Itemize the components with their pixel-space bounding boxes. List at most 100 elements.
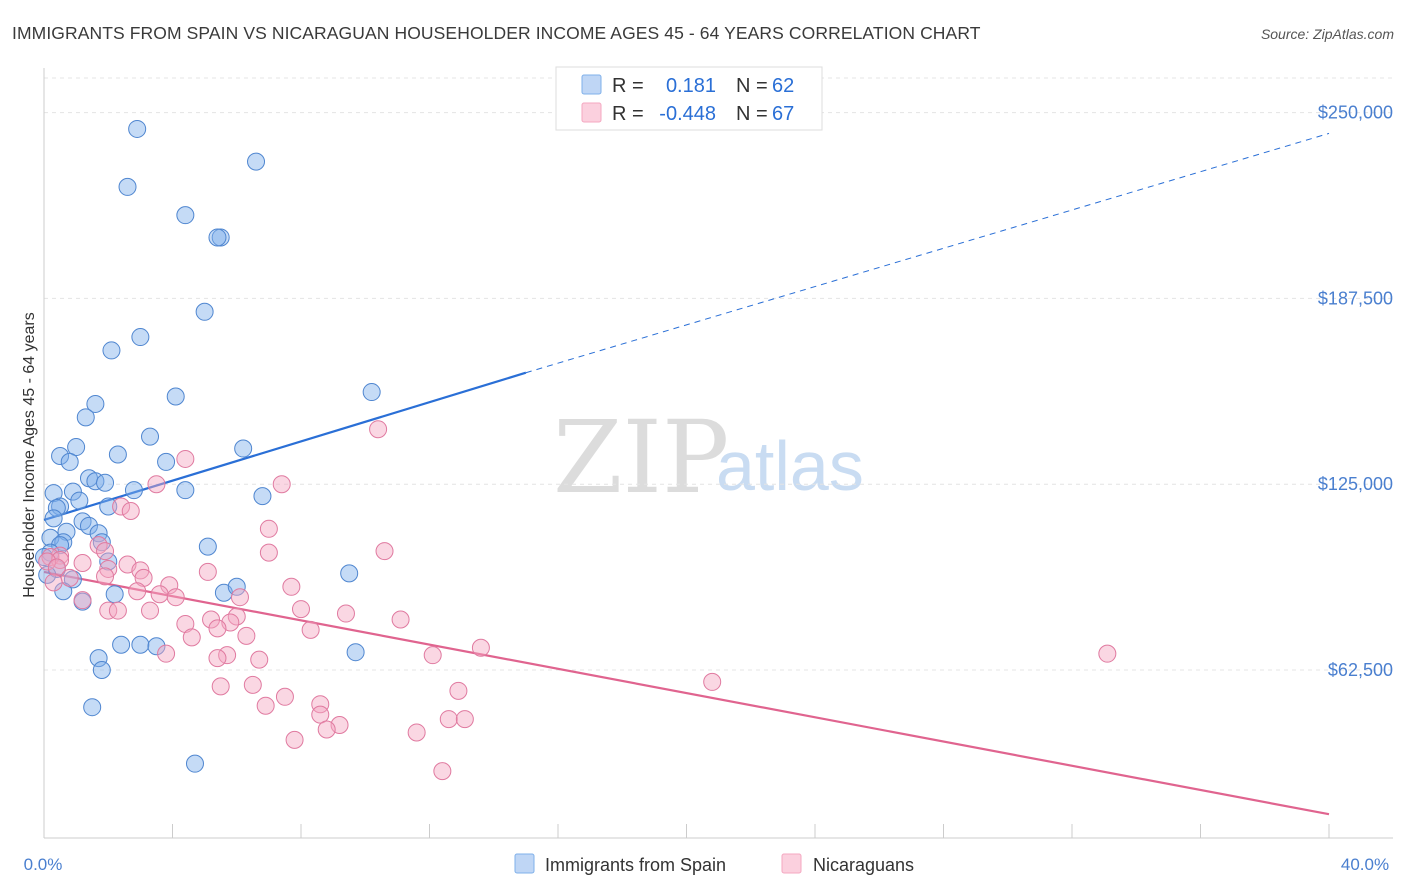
nicaraguans-point [202, 610, 221, 629]
x-tick-label-min: 0.0% [24, 855, 63, 874]
nicaraguans-point [439, 710, 458, 729]
stats-spain-n-value: 62 [772, 75, 794, 97]
nicaraguans-point [218, 646, 237, 665]
nicaraguans-point [112, 497, 131, 516]
spain-point [89, 649, 108, 668]
spain-point [195, 302, 214, 321]
spain-point [176, 206, 195, 225]
nicaraguans-point [121, 501, 140, 520]
nicaraguans-point [176, 449, 195, 468]
nicaraguans-point [282, 577, 301, 596]
series-nicaraguans-points [38, 420, 1117, 781]
stats-nicaragua-swatch [581, 102, 602, 123]
x-tick-label-max: 40.0% [1341, 855, 1389, 874]
nicaraguans-point [60, 568, 79, 587]
spain-point [99, 552, 118, 571]
stats-nicaragua-n-label: N = [736, 103, 768, 125]
stats-nicaragua-r-value: -0.448 [659, 103, 716, 125]
spain-point [92, 661, 111, 680]
spain-point [79, 516, 98, 535]
nicaraguans-point [423, 646, 442, 665]
stats-spain-r-label: R = [612, 75, 644, 97]
y-tick-label: $250,000 [1318, 103, 1393, 123]
nicaraguans-point [208, 619, 227, 638]
spain-point [141, 427, 160, 446]
spain-point [340, 564, 359, 583]
nicaraguans-point [157, 644, 176, 663]
nicaraguans-point [311, 695, 330, 714]
nicaraguans-point [455, 710, 474, 729]
spain-point [51, 536, 70, 555]
chart-source: Source: ZipAtlas.com [1261, 26, 1394, 42]
spain-point [208, 228, 227, 247]
spain-point [76, 408, 95, 427]
nicaraguans-point [391, 610, 410, 629]
nicaraguans-point [150, 585, 169, 604]
spain-point [112, 635, 131, 654]
grid-lines [44, 77, 1393, 671]
nicaraguans-point [147, 475, 166, 494]
nicaraguans-point [292, 600, 310, 619]
spain-point [176, 481, 195, 500]
legend-spain-swatch[interactable] [514, 853, 535, 874]
spain-point [227, 577, 246, 596]
legend-nicaragua-label[interactable]: Nicaraguans [813, 855, 914, 875]
nicaraguans-point [250, 650, 269, 669]
spain-point [166, 387, 185, 406]
nicaraguans-point [211, 677, 230, 696]
nicaraguans-point [166, 588, 185, 607]
spain-point [70, 491, 89, 510]
nicaraguans-point [47, 558, 66, 577]
y-axis-tick-labels: $62,500 $125,000 $187,500 $250,000 [1318, 103, 1393, 680]
nicaraguans-point [182, 628, 201, 647]
stats-spain-r-value: 0.181 [666, 75, 716, 97]
spain-point [102, 341, 121, 360]
spain-point [131, 635, 150, 654]
stats-spain-n-label: N = [736, 75, 768, 97]
nicaraguans-point [471, 638, 490, 657]
nicaraguans-point [237, 626, 256, 645]
y-tick-label: $187,500 [1318, 288, 1393, 308]
spain-point [128, 119, 147, 138]
stats-nicaragua-n-value: 67 [772, 103, 794, 125]
nicaraguans-point [141, 601, 160, 620]
y-tick-label: $125,000 [1318, 474, 1393, 494]
nicaraguans-point [703, 672, 722, 691]
legend-nicaragua-swatch[interactable] [781, 853, 802, 874]
axes [43, 68, 1393, 839]
nicaraguans-point [275, 687, 294, 706]
spain-point [99, 497, 118, 516]
nicaraguans-point [96, 542, 115, 561]
spain-point [47, 499, 66, 517]
nicaraguans-point [449, 681, 468, 700]
nicaraguans-point [243, 675, 262, 694]
nicaraguans-point [256, 696, 275, 715]
spain-point [86, 394, 105, 413]
spain-point [51, 497, 70, 516]
nicaraguans-trend-line [43, 570, 1330, 816]
spain-point [253, 487, 272, 506]
spain-point [198, 537, 217, 556]
nicaraguans-point [285, 730, 304, 749]
spain-trend-extension [525, 132, 1330, 374]
nicaraguans-point [375, 542, 394, 561]
spain-point [108, 445, 127, 464]
nicaraguans-point [198, 562, 217, 581]
nicaraguans-point [311, 705, 330, 724]
spain-point [157, 452, 176, 471]
spain-point [38, 565, 57, 584]
spain-point [105, 585, 124, 604]
spain-point [67, 438, 86, 457]
spain-point [63, 482, 82, 501]
stats-spain-swatch [581, 74, 602, 95]
series-spain-points [35, 119, 381, 773]
spain-point [346, 643, 365, 662]
watermark-zip: ZIP [553, 399, 729, 516]
legend-spain-label[interactable]: Immigrants from Spain [545, 855, 726, 875]
nicaraguans-point [259, 519, 278, 538]
nicaraguans-point [99, 601, 118, 620]
spain-point [60, 452, 79, 471]
nicaraguans-point [369, 420, 388, 439]
spain-point [44, 509, 63, 528]
